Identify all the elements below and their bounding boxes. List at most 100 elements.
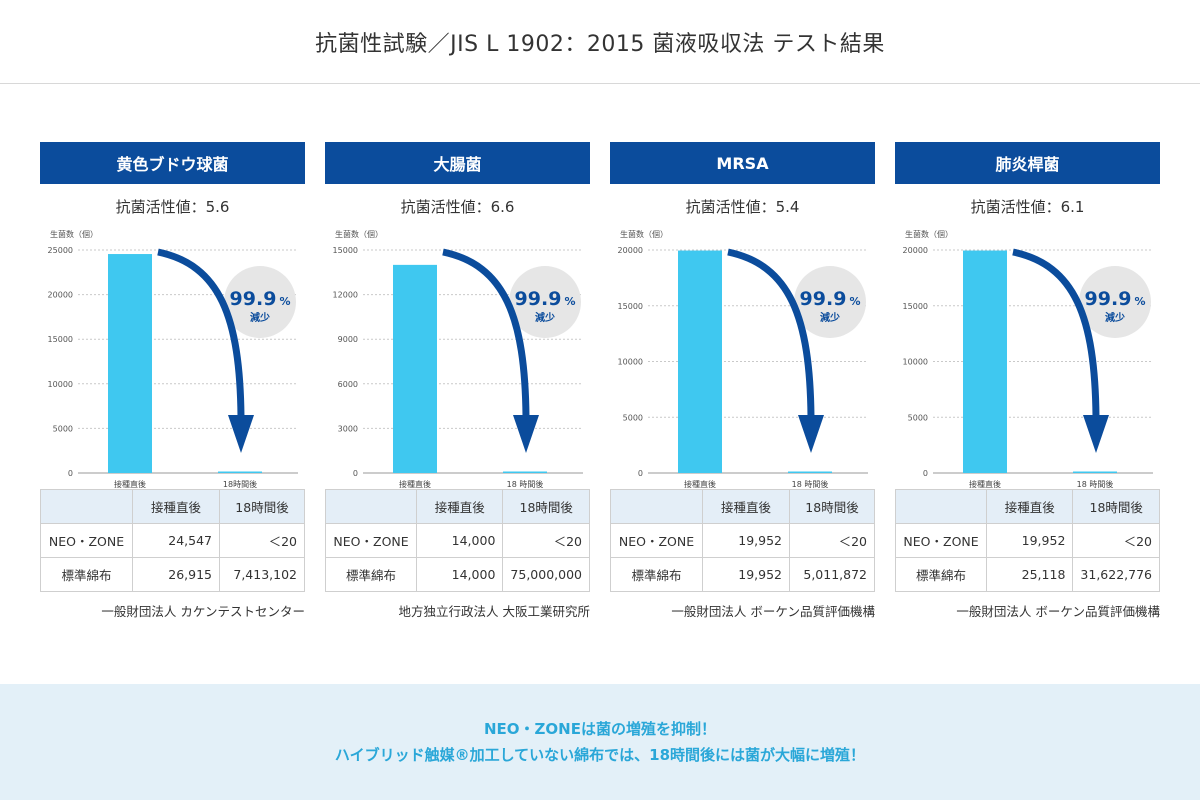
reduction-arrowhead [798, 415, 824, 453]
y-tick-label: 5000 [908, 413, 928, 422]
reduction-arrow [157, 248, 245, 418]
y-tick-label: 15000 [48, 335, 73, 344]
y-tick-label: 15000 [618, 302, 643, 311]
table-header-18h: 18時間後 [1072, 489, 1160, 524]
reduction-arrowhead [228, 415, 254, 453]
table-row: 標準綿布 19,952 5,011,872 [610, 557, 875, 592]
x-tick-label: 接種直後 [114, 479, 146, 489]
table-row: NEO・ZONE 19,952 ＜20 [610, 523, 875, 558]
y-tick-label: 0 [638, 469, 643, 478]
x-tick-label: 18時間後 [223, 479, 257, 489]
table-cell: 7,413,102 [219, 557, 305, 592]
table-header-blank [40, 489, 133, 524]
table-row: NEO・ZONE 24,547 ＜20 [40, 523, 305, 558]
results-table: 接種直後 18時間後 NEO・ZONE 19,952 ＜20 標準綿布 19,9… [610, 489, 875, 592]
y-tick-label: 6000 [338, 380, 358, 389]
activity-value: 抗菌活性値：5.4 [685, 198, 800, 216]
panel-header: 大腸菌 [325, 142, 590, 184]
testing-organization: 地方独立行政法人 大阪工業研究所 [398, 604, 590, 619]
y-tick-label: 10000 [48, 380, 73, 389]
y-tick-label: 0 [68, 469, 73, 478]
x-tick-label: 接種直後 [399, 479, 431, 489]
bar [1073, 471, 1117, 473]
y-tick-label: 25000 [48, 246, 73, 255]
testing-organization: 一般財団法人 ボーケン品質評価機構 [956, 604, 1160, 619]
reduction-label: 減少 [820, 311, 840, 324]
row-label: 標準綿布 [894, 557, 988, 592]
row-label: NEO・ZONE [610, 523, 703, 558]
table-cell: 19,952 [702, 557, 790, 592]
reduction-value: 99.9 [230, 288, 277, 310]
bar [393, 264, 437, 473]
reduction-arrow [727, 248, 815, 418]
table-cell: 19,952 [986, 523, 1074, 558]
table-cell: 26,915 [132, 557, 220, 592]
result-panel-mrsa: MRSA 抗菌活性値：5.4 生菌数（個） 0 5000 10000 15000 2000… [610, 142, 875, 632]
table-cell: ＜20 [1072, 523, 1160, 558]
bar [218, 471, 262, 473]
results-table: 接種直後 18時間後 NEO・ZONE 19,952 ＜20 標準綿布 25,1… [894, 489, 1160, 592]
row-label: NEO・ZONE [40, 523, 133, 558]
panel-header: MRSA [610, 142, 875, 184]
row-label: 標準綿布 [324, 557, 418, 592]
table-header-blank [894, 489, 988, 524]
panel-header: 黄色ブドウ球菌 [40, 142, 305, 184]
y-tick-label: 20000 [618, 246, 643, 255]
row-label: NEO・ZONE [324, 523, 418, 558]
panel-header: 肺炎桿菌 [895, 142, 1160, 184]
y-tick-label: 15000 [333, 246, 358, 255]
table-header-initial: 接種直後 [986, 489, 1074, 524]
reduction-arrow [442, 248, 530, 418]
y-tick-label: 12000 [333, 291, 358, 300]
bar [503, 471, 547, 473]
reduction-label: 減少 [1105, 311, 1125, 324]
result-panel-staph: 黄色ブドウ球菌 抗菌活性値：5.6 生菌数（個） 0 5000 10000 15000 2… [40, 142, 305, 632]
reduction-label: 減少 [535, 311, 555, 324]
y-tick-label: 9000 [338, 335, 358, 344]
table-cell: ＜20 [502, 523, 590, 558]
x-tick-label: 接種直後 [684, 479, 716, 489]
table-header-initial: 接種直後 [132, 489, 220, 524]
table-cell: 14,000 [416, 523, 504, 558]
footer-line-2: ハイブリッド触媒®加工していない綿布では、18時間後には菌が大幅に増殖！ [334, 746, 866, 764]
table-cell: 5,011,872 [789, 557, 875, 592]
table-header-initial: 接種直後 [416, 489, 504, 524]
x-tick-label: 18 時間後 [792, 479, 829, 489]
table-cell: ＜20 [219, 523, 305, 558]
testing-organization: 一般財団法人 ボーケン品質評価機構 [671, 604, 875, 619]
title-bar: 抗菌性試験／JIS L 1902：2015 菌液吸収法 テスト結果 [0, 0, 1200, 84]
activity-value: 抗菌活性値：5.6 [115, 198, 230, 216]
y-tick-label: 10000 [618, 358, 643, 367]
y-axis-label: 生菌数（個） [50, 229, 98, 239]
y-tick-label: 15000 [903, 302, 928, 311]
result-panel-ecoli: 大腸菌 抗菌活性値：6.6 生菌数（個） 0 3000 6000 9000 12000 15… [324, 142, 590, 632]
bar [108, 254, 152, 473]
reduction-value: 99.9 [1085, 288, 1132, 310]
result-panel-klebsiella: 肺炎桿菌 抗菌活性値：6.1 生菌数（個） 0 5000 10000 15000 2000… [894, 142, 1160, 632]
table-header-initial: 接種直後 [702, 489, 790, 524]
y-axis-label: 生菌数（個） [335, 229, 383, 239]
reduction-unit: % [849, 295, 860, 308]
y-tick-label: 20000 [48, 291, 73, 300]
row-label: NEO・ZONE [894, 523, 988, 558]
table-header-18h: 18時間後 [502, 489, 590, 524]
table-cell: ＜20 [789, 523, 875, 558]
x-tick-label: 18 時間後 [507, 479, 544, 489]
table-header-blank [324, 489, 418, 524]
testing-organization: 一般財団法人 カケンテストセンター [101, 604, 305, 619]
row-label: 標準綿布 [610, 557, 703, 592]
footer-line-1: NEO・ZONEは菌の増殖を抑制！ [484, 720, 716, 738]
table-cell: 75,000,000 [502, 557, 590, 592]
page-title: 抗菌性試験／JIS L 1902：2015 菌液吸収法 テスト結果 [315, 31, 885, 57]
results-table: 接種直後 18時間後 NEO・ZONE 14,000 ＜20 標準綿布 14,0… [324, 489, 590, 592]
table-row: NEO・ZONE 19,952 ＜20 [894, 523, 1160, 558]
reduction-badge [224, 266, 296, 338]
y-tick-label: 3000 [338, 424, 358, 433]
y-tick-label: 10000 [903, 358, 928, 367]
table-cell: 31,622,776 [1072, 557, 1160, 592]
reduction-arrowhead [1083, 415, 1109, 453]
activity-value: 抗菌活性値：6.6 [400, 198, 515, 216]
y-tick-label: 5000 [623, 413, 643, 422]
table-cell: 19,952 [702, 523, 790, 558]
table-cell: 24,547 [132, 523, 220, 558]
